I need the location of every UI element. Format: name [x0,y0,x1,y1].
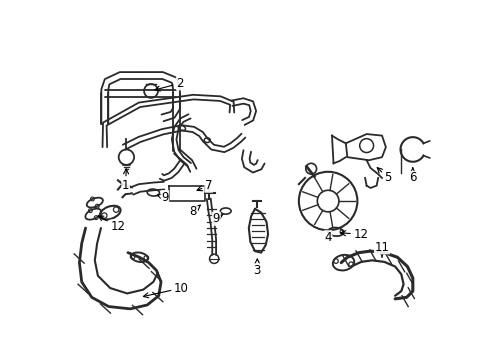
Text: 11: 11 [374,241,390,257]
Text: 12: 12 [98,216,125,233]
Text: 6: 6 [409,168,416,184]
Text: 9: 9 [157,191,169,204]
Text: 2: 2 [155,77,184,91]
Text: 1: 1 [122,169,129,192]
Text: 12: 12 [341,228,368,240]
Text: 8: 8 [190,204,200,217]
Text: 5: 5 [377,168,392,184]
Text: 7: 7 [197,179,213,192]
Text: 4: 4 [324,231,332,244]
Text: 3: 3 [254,259,261,277]
Text: 10: 10 [144,282,189,298]
Text: 9: 9 [213,212,223,225]
